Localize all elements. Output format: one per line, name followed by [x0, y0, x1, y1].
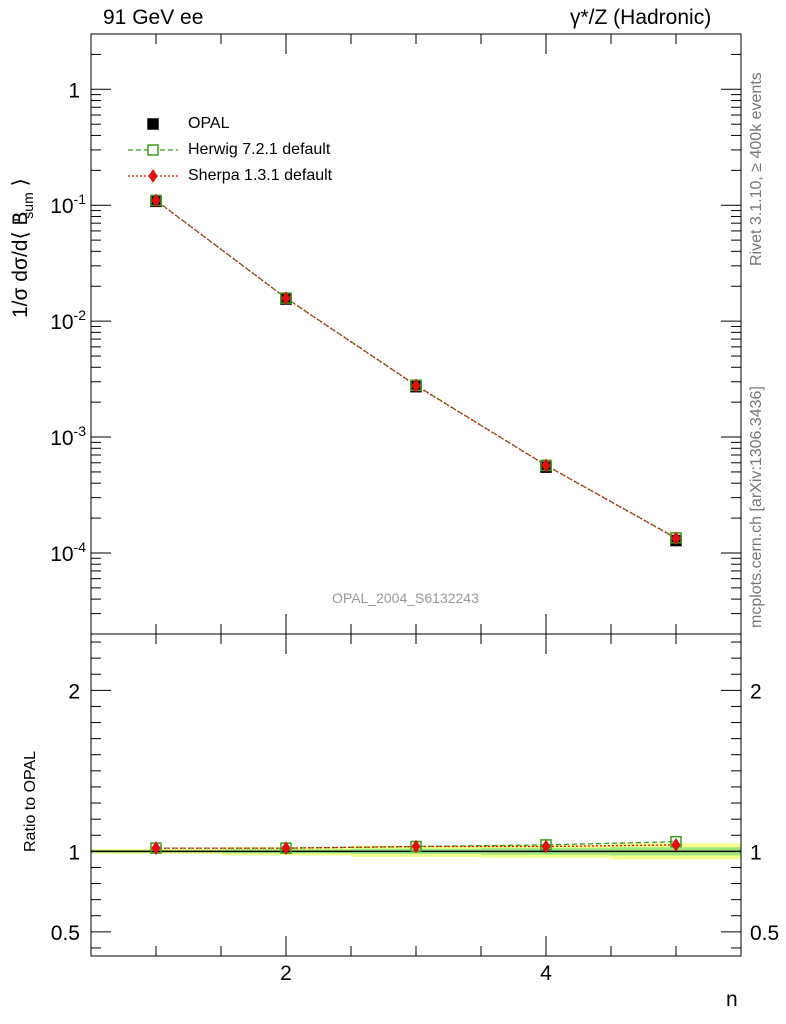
- legend-herwig-marker: [147, 144, 159, 156]
- y-tick-label: 10-4: [50, 539, 86, 566]
- legend-label-opal: OPAL: [188, 115, 230, 132]
- y-tick-label-right: 0.5: [750, 922, 779, 945]
- sherpa-point: [281, 291, 291, 306]
- legend-markers: [128, 118, 178, 183]
- sherpa-point: [411, 378, 421, 393]
- y-tick-label: 10-2: [50, 307, 86, 334]
- sherpa-point: [541, 458, 551, 473]
- x-axis-label: n: [726, 988, 738, 1011]
- y-tick-label-right: 1: [750, 841, 762, 864]
- mcplots-label: mcplots.cern.ch [arXiv:1306.3436]: [748, 386, 765, 628]
- sherpa-point: [671, 531, 681, 546]
- sherpa-line: [155, 199, 677, 539]
- y-tick-label: 10-3: [50, 423, 86, 450]
- axis-tick-labels: 2 4 10-4 10-3 10-2 10-1 1 0.5 0.5 1 1 2 2: [50, 79, 779, 985]
- y-tick-label: 10-1: [50, 191, 86, 218]
- sherpa-ratio-point: [671, 838, 681, 852]
- y-tick-label: 0.5: [51, 922, 80, 945]
- sherpa-point: [151, 193, 161, 208]
- x-tick-label: 2: [280, 962, 292, 985]
- process-type-label: γ*/Z (Hadronic): [570, 6, 712, 29]
- y-tick-label: 1: [68, 79, 80, 102]
- rivet-version-label: Rivet 3.1.10, ≥ 400k events: [748, 72, 765, 266]
- axis-ticks: [90, 33, 742, 956]
- process-energy-label: 91 GeV ee: [103, 6, 204, 29]
- sherpa-ratio-point: [151, 841, 161, 856]
- legend-opal-marker: [147, 118, 159, 130]
- sherpa-ratio-point: [541, 839, 551, 854]
- y-tick-label-right: 2: [750, 680, 762, 703]
- legend-label-herwig: Herwig 7.2.1 default: [188, 141, 331, 158]
- ratio-y-axis-label: Ratio to OPAL: [22, 750, 39, 852]
- herwig-line: [155, 199, 677, 539]
- ratio-panel-series: [150, 835, 682, 856]
- y-tick-label: 2: [68, 680, 80, 703]
- main-panel-series: [150, 193, 682, 547]
- x-tick-label: 4: [540, 962, 552, 985]
- sherpa-ratio-point: [281, 841, 291, 856]
- legend-sherpa-marker: [148, 169, 158, 183]
- sherpa-ratio-point: [411, 839, 421, 854]
- y-tick-label: 1: [68, 841, 80, 864]
- legend-label-sherpa: Sherpa 1.3.1 default: [188, 167, 333, 184]
- ratio-panel-frame: [90, 633, 742, 957]
- analysis-watermark: OPAL_2004_S6132243: [332, 590, 479, 606]
- main-y-axis-label: 1/σ dσ/d⟨ Bnsum ⟩: [7, 178, 36, 318]
